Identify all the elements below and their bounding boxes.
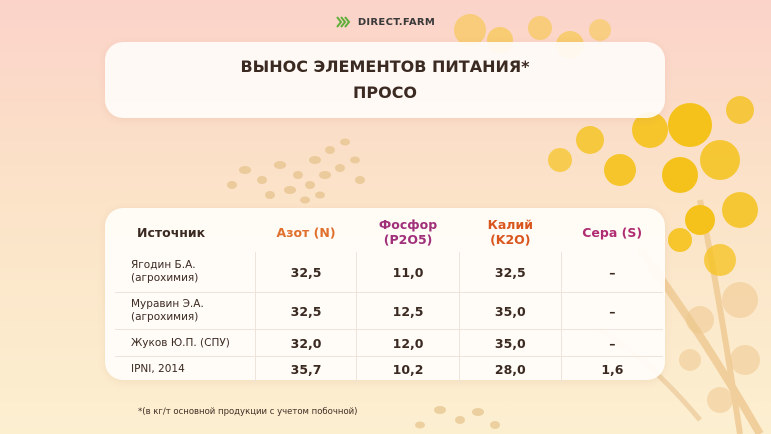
nitrogen-value: 32,0 bbox=[254, 329, 357, 357]
page-title: ВЫНОС ЭЛЕМЕНТОВ ПИТАНИЯ* bbox=[240, 57, 530, 76]
phosphorus-value: 11,0 bbox=[356, 252, 460, 293]
header-phosphorus-line2: (P2O5) bbox=[383, 232, 433, 247]
potassium-value: 28,0 bbox=[458, 356, 562, 382]
table-row: Жуков Ю.П. (СПУ) 32,0 12,0 35,0 – bbox=[115, 329, 663, 357]
header-phosphorus: Фосфор (P2O5) bbox=[357, 212, 459, 252]
faded-flowers bbox=[679, 282, 760, 413]
brand-header: DIRECT.FARM bbox=[0, 14, 771, 30]
nutrient-removal-table: Источник Азот (N) Фосфор (P2O5) Калий (K… bbox=[115, 212, 663, 382]
table-row: Ягодин Б.А. (агрохимия) 32,5 11,0 32,5 – bbox=[115, 252, 663, 293]
header-phosphorus-line1: Фосфор bbox=[378, 217, 438, 232]
phosphorus-value: 12,0 bbox=[356, 329, 460, 357]
title-card: ВЫНОС ЭЛЕМЕНТОВ ПИТАНИЯ* ПРОСО bbox=[105, 42, 665, 118]
flower-cluster-right bbox=[548, 96, 758, 276]
footnote: *(в кг/т основной продукции с учетом поб… bbox=[138, 407, 358, 417]
potassium-value: 35,0 bbox=[458, 329, 562, 357]
page-subtitle: ПРОСО bbox=[352, 83, 418, 102]
source-cell: IPNI, 2014 bbox=[115, 356, 256, 382]
nitrogen-value: 32,5 bbox=[254, 252, 357, 293]
brand-name: DIRECT.FARM bbox=[357, 16, 436, 28]
bottom-seeds bbox=[415, 406, 500, 429]
header-potassium-line1: Калий bbox=[487, 217, 533, 232]
table-row: IPNI, 2014 35,7 10,2 28,0 1,6 bbox=[115, 356, 663, 382]
sulfur-value: – bbox=[560, 329, 663, 357]
header-sulfur: Сера (S) bbox=[582, 224, 643, 240]
potassium-value: 32,5 bbox=[458, 252, 562, 293]
chevrons-logo-icon bbox=[336, 16, 351, 28]
header-source: Источник bbox=[137, 224, 206, 240]
source-note: (агрохимия) bbox=[131, 272, 199, 284]
source-name: Ягодин Б.А. bbox=[131, 259, 196, 271]
millet-seeds bbox=[227, 138, 365, 204]
source-name: Муравин Э.А. bbox=[131, 298, 204, 310]
nitrogen-value: 32,5 bbox=[254, 292, 357, 330]
sulfur-value: 1,6 bbox=[560, 356, 663, 382]
sulfur-value: – bbox=[560, 252, 663, 293]
sulfur-value: – bbox=[560, 292, 663, 330]
table-row: Муравин Э.А. (агрохимия) 32,5 12,5 35,0 … bbox=[115, 292, 663, 330]
source-cell: Ягодин Б.А. (агрохимия) bbox=[115, 252, 255, 293]
header-potassium-line2: (K2O) bbox=[490, 232, 531, 247]
phosphorus-value: 10,2 bbox=[356, 356, 460, 382]
source-cell: Жуков Ю.П. (СПУ) bbox=[115, 329, 256, 357]
table-header-row: Источник Азот (N) Фосфор (P2O5) Калий (K… bbox=[115, 212, 663, 252]
table-card: Источник Азот (N) Фосфор (P2O5) Калий (K… bbox=[105, 208, 665, 382]
phosphorus-value: 12,5 bbox=[356, 292, 460, 330]
source-cell: Муравин Э.А. (агрохимия) bbox=[115, 292, 256, 330]
source-note: (агрохимия) bbox=[131, 311, 199, 323]
potassium-value: 35,0 bbox=[458, 292, 562, 330]
header-potassium: Калий (K2O) bbox=[459, 212, 561, 252]
nitrogen-value: 35,7 bbox=[254, 356, 357, 382]
header-nitrogen: Азот (N) bbox=[276, 224, 336, 240]
